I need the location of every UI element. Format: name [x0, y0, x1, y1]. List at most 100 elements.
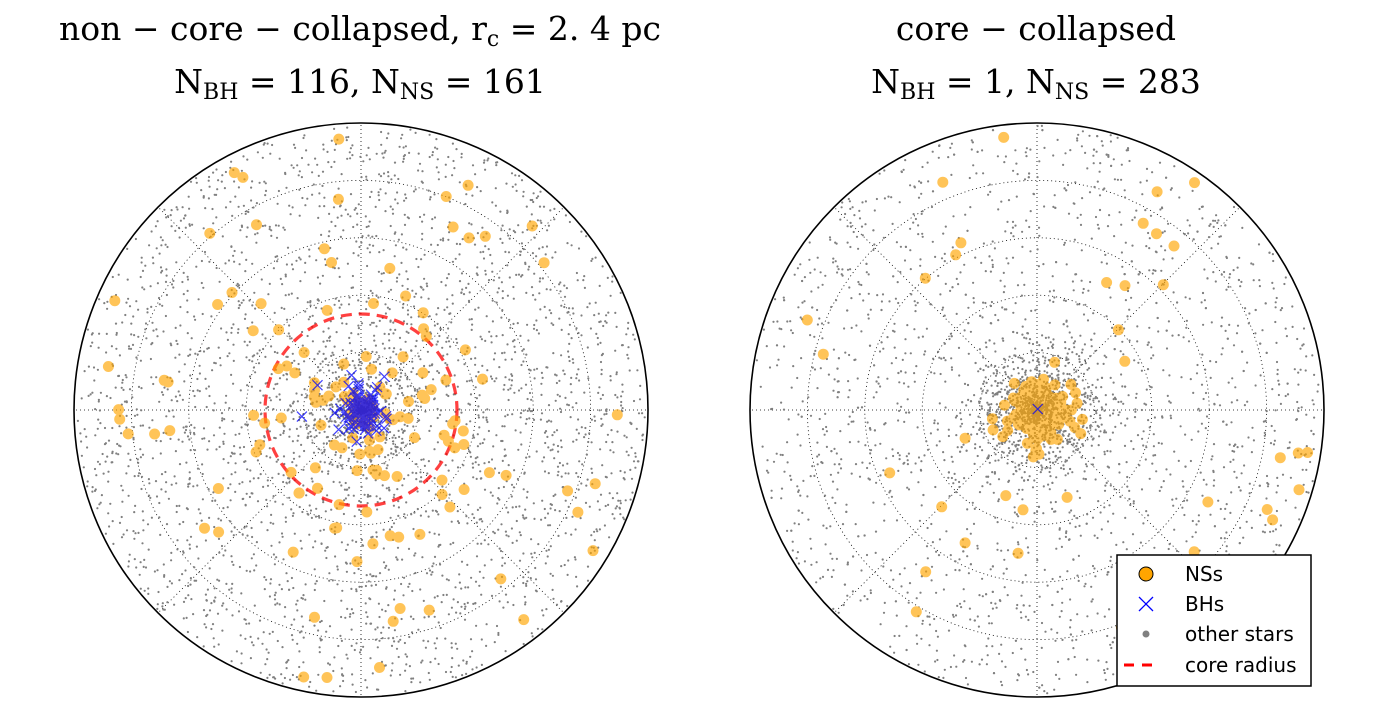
other-star-point — [433, 532, 436, 535]
other-star-point — [327, 327, 330, 330]
other-star-point — [1263, 431, 1266, 434]
other-star-point — [125, 400, 128, 403]
other-star-point — [1016, 541, 1020, 544]
other-star-point — [241, 404, 244, 407]
other-star-point — [459, 612, 462, 615]
other-star-point — [1246, 361, 1249, 364]
other-star-point — [907, 663, 911, 666]
other-star-point — [825, 527, 828, 530]
other-star-point — [513, 345, 516, 348]
other-star-point — [556, 393, 559, 396]
other-star-point — [503, 562, 506, 565]
other-star-point — [150, 230, 153, 233]
other-star-point — [1003, 285, 1006, 288]
other-star-point — [391, 212, 395, 215]
other-star-point — [528, 368, 531, 371]
other-star-point — [471, 466, 475, 469]
other-star-point — [244, 212, 247, 215]
other-star-point — [234, 433, 237, 436]
other-star-point — [580, 314, 583, 317]
other-star-point — [416, 507, 419, 511]
other-star-point — [377, 194, 380, 197]
other-star-point — [1059, 575, 1062, 578]
other-star-point — [514, 351, 517, 354]
ns-point — [212, 483, 224, 494]
other-star-point — [945, 530, 948, 533]
other-star-point — [448, 200, 451, 203]
other-star-point — [607, 503, 610, 506]
other-star-point — [254, 233, 257, 236]
other-star-point — [574, 528, 577, 531]
other-star-point — [1284, 499, 1287, 502]
other-star-point — [354, 207, 357, 210]
other-star-point — [450, 606, 453, 609]
other-star-point — [547, 472, 550, 475]
other-star-point — [839, 218, 842, 221]
other-star-point — [261, 642, 264, 645]
other-star-point — [438, 499, 441, 502]
other-star-point — [755, 359, 759, 362]
other-star-point — [391, 208, 394, 211]
other-star-point — [267, 651, 270, 654]
other-star-point — [285, 186, 288, 189]
other-star-point — [304, 310, 307, 313]
other-star-point — [499, 237, 502, 240]
other-star-point — [384, 149, 387, 152]
other-star-point — [165, 415, 168, 418]
other-star-point — [437, 371, 441, 374]
other-star-point — [131, 343, 135, 346]
other-star-point — [477, 414, 480, 417]
other-star-point — [600, 424, 603, 427]
other-star-point — [342, 415, 345, 418]
other-star-point — [266, 676, 269, 680]
other-star-point — [447, 579, 450, 582]
other-star-point — [506, 211, 509, 215]
other-star-point — [968, 176, 971, 180]
other-star-point — [111, 520, 114, 523]
other-star-point — [370, 321, 374, 324]
other-star-point — [431, 509, 434, 512]
other-star-point — [825, 425, 828, 429]
other-star-point — [292, 143, 296, 146]
other-star-point — [348, 615, 351, 618]
other-star-point — [833, 463, 836, 466]
other-star-point — [1052, 450, 1055, 454]
other-star-point — [1000, 424, 1003, 428]
other-star-point — [437, 545, 440, 548]
other-star-point — [393, 598, 396, 601]
other-star-point — [544, 516, 547, 520]
other-star-point — [155, 247, 158, 250]
other-star-point — [494, 204, 497, 207]
other-star-point — [278, 603, 281, 606]
other-star-point — [934, 660, 937, 663]
other-star-point — [1109, 414, 1112, 417]
other-star-point — [389, 205, 392, 208]
other-star-point — [504, 250, 507, 253]
other-star-point — [393, 232, 396, 235]
other-star-point — [318, 516, 321, 519]
other-star-point — [156, 220, 159, 223]
other-star-point — [474, 363, 477, 366]
other-star-point — [376, 646, 379, 649]
ns-point — [212, 299, 224, 310]
other-star-point — [266, 529, 269, 532]
other-star-point — [392, 350, 395, 353]
other-star-point — [377, 270, 380, 273]
other-star-point — [182, 617, 185, 620]
other-star-point — [231, 614, 234, 617]
other-star-point — [215, 448, 218, 451]
other-star-point — [465, 515, 468, 518]
other-star-point — [499, 210, 502, 213]
other-star-point — [296, 164, 299, 167]
other-star-point — [224, 401, 227, 404]
other-star-point — [522, 348, 525, 351]
other-star-point — [249, 635, 252, 639]
other-star-point — [428, 531, 431, 534]
other-star-point — [453, 374, 456, 377]
other-star-point — [365, 154, 368, 157]
other-star-point — [340, 484, 343, 487]
other-star-point — [803, 300, 806, 303]
other-star-point — [300, 630, 303, 633]
other-star-point — [170, 399, 173, 402]
other-star-point — [295, 259, 298, 262]
